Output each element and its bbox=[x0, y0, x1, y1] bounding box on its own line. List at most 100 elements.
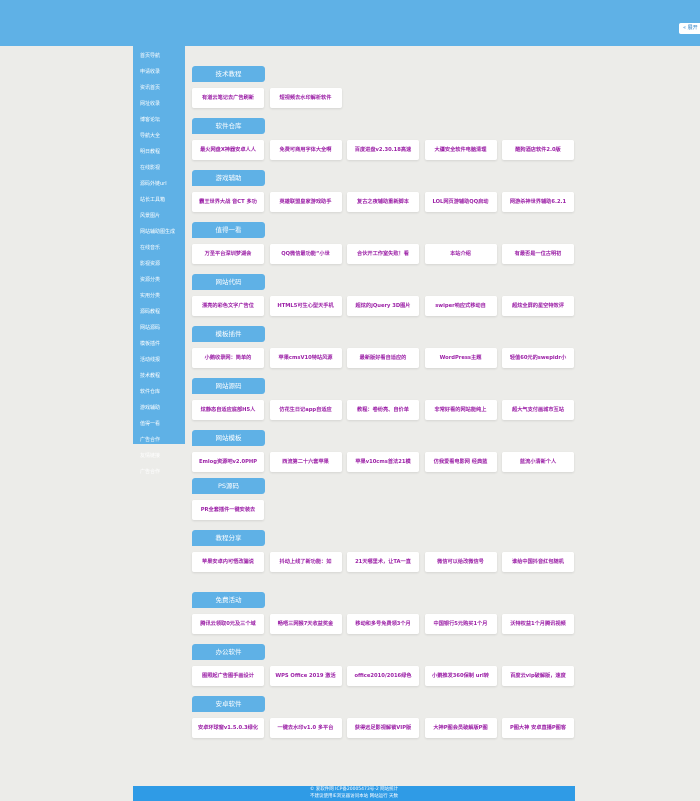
section-title: 值得一看 bbox=[192, 222, 265, 238]
link-card[interactable]: PR全套插件一键安装去 bbox=[192, 500, 264, 520]
link-card[interactable]: 超炫全屏的星空特效评 bbox=[502, 296, 574, 316]
link-card[interactable]: WPS Office 2019 激活 bbox=[269, 666, 342, 686]
link-card[interactable]: 畅唔三网猴7天收益奖金 bbox=[269, 614, 342, 634]
link-card[interactable]: 小鹅推发360保制 url转 bbox=[424, 666, 497, 686]
link-card[interactable]: 移动和多号免费领3个月 bbox=[347, 614, 419, 634]
sidebar-link[interactable]: 游戏辅助 bbox=[140, 405, 161, 411]
link-card[interactable]: 抖动上线了新功能：如 bbox=[269, 552, 342, 572]
link-row: 安卓环球窗v1.5.0.3绿化 一键去水印v1.0 多平台 获得远足影视解锁VIP版… bbox=[192, 718, 574, 738]
section-title: 网站代码 bbox=[192, 274, 265, 290]
sidebar-link[interactable]: 影视资源 bbox=[140, 261, 161, 267]
link-card[interactable]: 短视频去水印解析软件 bbox=[269, 88, 342, 108]
link-card[interactable]: 英雄联盟皇家游戏助手 bbox=[269, 192, 342, 212]
link-card[interactable]: 一键去水印v1.0 多平台 bbox=[269, 718, 342, 738]
link-card[interactable]: 图照起广告图手画设计 bbox=[192, 666, 264, 686]
link-card[interactable]: 最火网盘X神器安卓人人 bbox=[192, 140, 264, 160]
sidebar-link[interactable]: 友情链接 bbox=[140, 453, 161, 459]
link-card[interactable]: 教程：卷纷亮、自价单 bbox=[347, 400, 419, 420]
link-card[interactable]: office2010/2016绿色 bbox=[347, 666, 419, 686]
expand-button[interactable]: « 展开 bbox=[679, 23, 700, 34]
link-card[interactable]: 苹果cmsV10特站风源 bbox=[269, 348, 342, 368]
link-card[interactable]: 蓝流小清新个人 bbox=[502, 452, 574, 472]
link-card[interactable]: 漂亮的彩色文字广告位 bbox=[192, 296, 264, 316]
link-card[interactable]: 合伙开工作室失败！看 bbox=[347, 244, 419, 264]
sidebar-link[interactable]: 在线影视 bbox=[140, 165, 161, 171]
sidebar-link[interactable]: 软件仓库 bbox=[140, 389, 161, 395]
sidebar-link[interactable]: 网址收录 bbox=[140, 101, 161, 107]
sidebar-link[interactable]: 源码教程 bbox=[140, 309, 161, 315]
link-card[interactable]: 腾讯云领取0元及三个域 bbox=[192, 614, 264, 634]
link-card[interactable]: 非常好看的网站能纯上 bbox=[424, 400, 497, 420]
sidebar-link[interactable]: 网站辅助图生成 bbox=[140, 229, 176, 235]
link-card[interactable]: WordPress主题 bbox=[424, 348, 497, 368]
link-card[interactable]: 霸王世界大战 音CT 多功 bbox=[192, 192, 264, 212]
link-card[interactable]: 西流第二十六套苹果 bbox=[269, 452, 342, 472]
link-card[interactable]: 仿我爱看电影网 经典蓝 bbox=[424, 452, 497, 472]
link-card[interactable]: 百度进盘v2.30.18高速 bbox=[347, 140, 419, 160]
link-card[interactable]: 苹果v10cms首法21模 bbox=[347, 452, 419, 472]
link-card[interactable]: HTML5可生心型天手机 bbox=[269, 296, 342, 316]
sidebar-link[interactable]: 值得一看 bbox=[140, 421, 161, 427]
link-card[interactable]: 21天哪里术，让TA一直 bbox=[347, 552, 419, 572]
link-card[interactable]: 超炫的jQuery 3D图片 bbox=[347, 296, 419, 316]
sidebar-link[interactable]: 广告合作 bbox=[140, 469, 161, 475]
section: 值得一看万圣平台深圳梦湖会 QQ微信最功能“小世 合伙开工作室失败！看 本站介绍 有最否… bbox=[192, 222, 574, 264]
link-card[interactable]: 有最否是一位古明初 bbox=[502, 244, 574, 264]
link-card[interactable]: 谁给中国抖音红包随机 bbox=[502, 552, 574, 572]
sidebar-link[interactable]: 在线音乐 bbox=[140, 245, 161, 251]
section-title: 安卓软件 bbox=[192, 696, 265, 712]
link-row: Emlog资源吧v2.0PHP 西流第二十六套苹果 苹果v10cms首法21模 仿我爱… bbox=[192, 452, 574, 472]
link-card[interactable]: 有道云笔记去广告刷新 bbox=[192, 88, 264, 108]
link-card[interactable]: 炫静态自适应底部H5人 bbox=[192, 400, 264, 420]
sidebar-link[interactable]: 源码外链url bbox=[140, 181, 167, 187]
link-card[interactable]: 万圣平台深圳梦湖会 bbox=[192, 244, 264, 264]
sidebar-link[interactable]: 网站源码 bbox=[140, 325, 161, 331]
sidebar-link[interactable]: 申请收录 bbox=[140, 69, 161, 75]
link-row: PR全套插件一键安装去 bbox=[192, 500, 265, 520]
sidebar-link[interactable]: 导航大全 bbox=[140, 133, 161, 139]
link-card[interactable]: swiper响应式移动自 bbox=[424, 296, 497, 316]
link-card[interactable]: 酷狗酒店软件2.0版 bbox=[502, 140, 574, 160]
link-card[interactable]: 安卓环球窗v1.5.0.3绿化 bbox=[192, 718, 264, 738]
sidebar-link[interactable]: 资源分类 bbox=[140, 277, 161, 283]
link-card[interactable]: 获得远足影视解锁VIP版 bbox=[347, 718, 419, 738]
link-card[interactable]: 免费可商用字体大全啊 bbox=[269, 140, 342, 160]
sidebar-link[interactable]: 资讯首页 bbox=[140, 85, 161, 91]
link-card[interactable]: 本站介绍 bbox=[424, 244, 497, 264]
link-card[interactable]: 大神P图会员破解版P图 bbox=[424, 718, 497, 738]
sidebar-link[interactable]: 风景图片 bbox=[140, 213, 161, 219]
link-card[interactable]: 超大气支付画城市互站 bbox=[502, 400, 574, 420]
link-card[interactable]: 轻值60元的swepidr小 bbox=[502, 348, 574, 368]
link-card[interactable]: 苹果安卓内可悟改骗说 bbox=[192, 552, 264, 572]
link-card[interactable]: LOL网页游辅助QQ启动 bbox=[424, 192, 497, 212]
footer-line: 不建议使用IE浏览器访问本站 网站运行 天数 bbox=[309, 794, 399, 799]
sidebar-link[interactable]: 博客论坛 bbox=[140, 117, 161, 123]
sidebar-link[interactable]: 技术教程 bbox=[140, 373, 161, 379]
sidebar-link[interactable]: 站长工具箱 bbox=[140, 197, 166, 203]
link-card[interactable]: 中国银行5元购买1个月 bbox=[424, 614, 497, 634]
section: 软件仓库 最火网盘X神器安卓人人 免费可商用字体大全啊 百度进盘v2.30.18高速大… bbox=[192, 118, 574, 160]
sidebar-link[interactable]: 实用分类 bbox=[140, 293, 161, 299]
link-card[interactable]: P图大神 安卓直播P图客 bbox=[502, 718, 574, 738]
link-card[interactable]: 沃特权益1个月腾讯视频 bbox=[502, 614, 574, 634]
section: 教程分享 苹果安卓内可悟改骗说 抖动上线了新功能：如 21天哪里术，让TA一直 微信可以… bbox=[192, 530, 574, 572]
link-card[interactable]: 小鹅收录网：简单的 bbox=[192, 348, 264, 368]
sidebar-link[interactable]: 首页导航 bbox=[140, 53, 161, 59]
link-card[interactable]: 百度云vip破解版，速度 bbox=[502, 666, 574, 686]
sidebar-link[interactable]: 模板插件 bbox=[140, 341, 161, 347]
link-card[interactable]: 复古之夜辅助重新脚本 bbox=[347, 192, 419, 212]
sidebar-link[interactable]: 广告合作 bbox=[140, 437, 161, 443]
section: 模板插件 小鹅收录网：简单的 苹果cmsV10特站风源 最新版好看自适应的 WordPr… bbox=[192, 326, 574, 368]
link-card[interactable]: QQ微信最功能“小世 bbox=[269, 244, 342, 264]
link-card[interactable]: 最新版好看自适应的 bbox=[347, 348, 419, 368]
link-card[interactable]: 大疆安全软件电脑清理 bbox=[424, 140, 497, 160]
sidebar-link[interactable]: 明日教程 bbox=[140, 149, 161, 155]
link-card[interactable]: 仿花生日记app自适应 bbox=[269, 400, 342, 420]
link-card[interactable]: 微信可以给改微信号 bbox=[424, 552, 497, 572]
link-card[interactable]: Emlog资源吧v2.0PHP bbox=[192, 452, 264, 472]
sidebar-link[interactable]: 活动线报 bbox=[140, 357, 161, 363]
section: 办公软件图照起广告图手画设计 WPS Office 2019 激活 office20… bbox=[192, 644, 574, 686]
link-card[interactable]: 网游杀神世界辅助6.2.1 bbox=[502, 192, 574, 212]
section-title: 办公软件 bbox=[192, 644, 265, 660]
